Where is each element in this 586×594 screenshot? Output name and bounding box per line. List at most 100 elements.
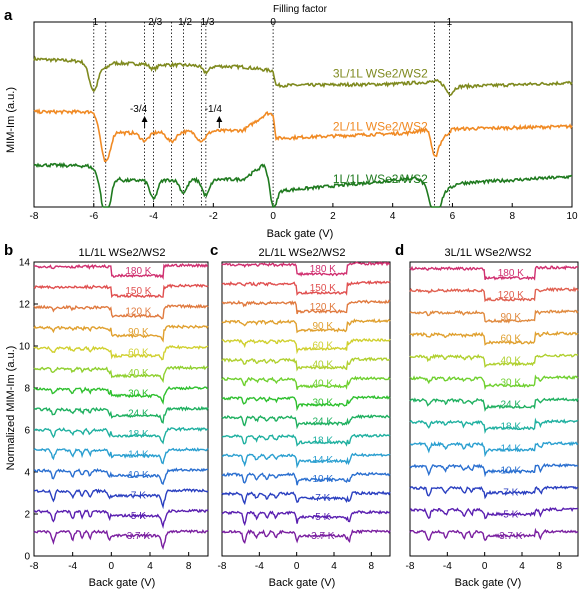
panel-letter-a: a (4, 7, 13, 24)
panel-c-trace-120-k (221, 299, 391, 315)
panel-b-trace-14-k (33, 447, 209, 465)
panel-d-temperature-label: 24 K (501, 400, 522, 411)
panel-b-x-tick-label: -8 (30, 561, 39, 572)
panel-c-temperature-label: 150 K (310, 283, 336, 294)
panel-d-x-tick-label: 8 (557, 561, 563, 572)
panel-c-trace-5-k (221, 509, 391, 527)
panel-letter-b: b (4, 242, 13, 259)
panel-d-trace-10-k (409, 462, 579, 478)
panel-a-x-tick-label: 6 (450, 211, 456, 222)
panel-b-x-tick-label: 8 (186, 561, 192, 572)
panel-d-temperature-label: 5 K (503, 509, 518, 520)
panel-a-series-label: 3L/1L WSe2/WS2 (333, 67, 428, 81)
panel-a-filling-factor-label: -1/3 (197, 17, 215, 28)
panel-c-temperature-label: 24 K (313, 417, 334, 428)
panel-a-annotation-arrowhead (141, 116, 148, 122)
panel-d-temperature-label: 90 K (501, 312, 522, 323)
panel-b-temperature-label: 7 K (131, 490, 146, 501)
panel-b-temperature-label: 5 K (131, 511, 146, 522)
panel-b-temperature-label: 14 K (128, 450, 149, 461)
panel-b-y-tick-label: 14 (19, 258, 31, 269)
panel-a-trace-1l-1l-wse2-ws2 (33, 161, 572, 208)
panel-d-trace-40-k (409, 353, 579, 368)
panel-b-y-tick-label: 10 (19, 342, 31, 353)
panel-a-filling-factor-label: 1 (447, 17, 453, 28)
panel-c-title: 2L/1L WSe2/WS2 (258, 247, 345, 259)
panel-b-trace-90-k (33, 324, 209, 343)
panel-d-temperature-label: 120 K (498, 290, 524, 301)
panel-b-temperature-label: 120 K (125, 307, 151, 318)
panel-d-temperature-label: 30 K (501, 378, 522, 389)
panel-a-x-tick-label: 8 (509, 211, 515, 222)
panel-b-trace-24-k (33, 405, 209, 424)
panel-b-trace-10-k (33, 467, 209, 486)
panel-b-temperature-label: 3.7 K (127, 531, 151, 542)
panel-b-y-axis-label: Normalized MIM-Im (a.u.) (5, 346, 17, 471)
panel-a-x-tick-label: -6 (89, 211, 98, 222)
panel-d-title: 3L/1L WSe2/WS2 (444, 247, 531, 259)
panel-b-temperature-label: 24 K (128, 409, 149, 420)
panel-a-annotation-label: -1/4 (205, 104, 223, 115)
panel-c-trace-90-k (221, 318, 391, 334)
panel-a-filling-factor-label: 0 (270, 17, 276, 28)
panel-c-temperature-label: 60 K (313, 340, 334, 351)
panel-b-trace-120-k (33, 303, 209, 320)
panel-d-temperature-label: 14 K (501, 443, 522, 454)
panel-c-temperature-label: 18 K (313, 436, 334, 447)
panel-d-temperature-label: 60 K (501, 334, 522, 345)
panel-d-trace-180-k (409, 264, 579, 281)
panel-b-y-tick-label: 2 (24, 510, 30, 521)
panel-c-x-tick-label: 8 (369, 561, 375, 572)
panel-a-series-label: 2L/1L WSe2/WS2 (333, 119, 428, 133)
panel-b-temperature-label: 30 K (128, 388, 149, 399)
panel-b-x-tick-label: 4 (147, 561, 153, 572)
panel-a-x-tick-label: 4 (390, 211, 396, 222)
panel-c-x-tick-label: -4 (255, 561, 264, 572)
panel-c-temperature-label: 120 K (310, 302, 336, 313)
panel-d-trace-5-k (409, 506, 579, 520)
panel-a-annotation-label: -3/4 (130, 104, 148, 115)
panel-b-trace-180-k (33, 263, 209, 280)
panel-c-trace-40-k (221, 356, 390, 372)
panel-d-trace-3-7-k (409, 527, 579, 542)
panel-c-temperature-label: 5 K (315, 512, 330, 523)
panel-b-temperature-label: 180 K (125, 266, 151, 277)
panel-c-trace-150-k (221, 280, 391, 296)
panel-d-x-tick-label: 0 (482, 561, 488, 572)
panel-c-temperature-label: 40 K (313, 378, 334, 389)
panel-b-x-tick-label: -4 (68, 561, 77, 572)
panel-a-series-label: 1L/1L WSe2/WS2 (333, 172, 428, 186)
panel-b-y-tick-label: 8 (24, 384, 30, 395)
panel-c-trace-60-k (221, 337, 391, 355)
panel-d-trace-24-k (409, 397, 579, 412)
panel-c-temperature-label: 7 K (315, 493, 330, 504)
panel-b-trace-5-k (33, 508, 209, 529)
panel-a-filling-factor-label: -2/3 (145, 17, 163, 28)
panel-b-temperature-label: 10 K (128, 470, 149, 481)
panel-d-trace-18-k (409, 417, 579, 434)
panel-b-trace-150-k (33, 283, 209, 299)
panel-c-trace-180-k (221, 261, 391, 277)
panel-b-y-tick-label: 6 (24, 426, 30, 437)
panel-a-x-tick-label: -4 (149, 211, 158, 222)
panel-c-temperature-label: 40 K (313, 359, 334, 370)
panel-b-trace-30-k (33, 385, 209, 405)
panel-d-trace-30-k (409, 374, 579, 391)
panel-b-x-axis-label: Back gate (V) (89, 577, 156, 589)
panel-d-frame (409, 261, 579, 557)
panel-d-temperature-label: 7 K (503, 487, 518, 498)
panel-d-x-axis-label: Back gate (V) (455, 577, 522, 589)
panel-b-y-tick-label: 0 (24, 552, 30, 563)
panel-d-x-tick-label: -8 (406, 561, 415, 572)
panel-b-temperature-label: 60 K (128, 347, 149, 358)
panel-c-trace-3-7-k (221, 529, 391, 545)
panel-c-temperature-label: 180 K (310, 264, 336, 275)
panel-a-x-tick-label: 2 (330, 211, 336, 222)
panel-b-temperature-label: 18 K (128, 429, 149, 440)
panel-d-x-tick-label: -4 (443, 561, 452, 572)
panel-d-temperature-label: 40 K (501, 356, 522, 367)
panel-b-title: 1L/1L WSe2/WS2 (78, 247, 165, 259)
panel-a-x-tick-label: 0 (270, 211, 276, 222)
panel-b-trace-18-k (33, 426, 209, 445)
panel-d-trace-90-k (409, 309, 579, 324)
